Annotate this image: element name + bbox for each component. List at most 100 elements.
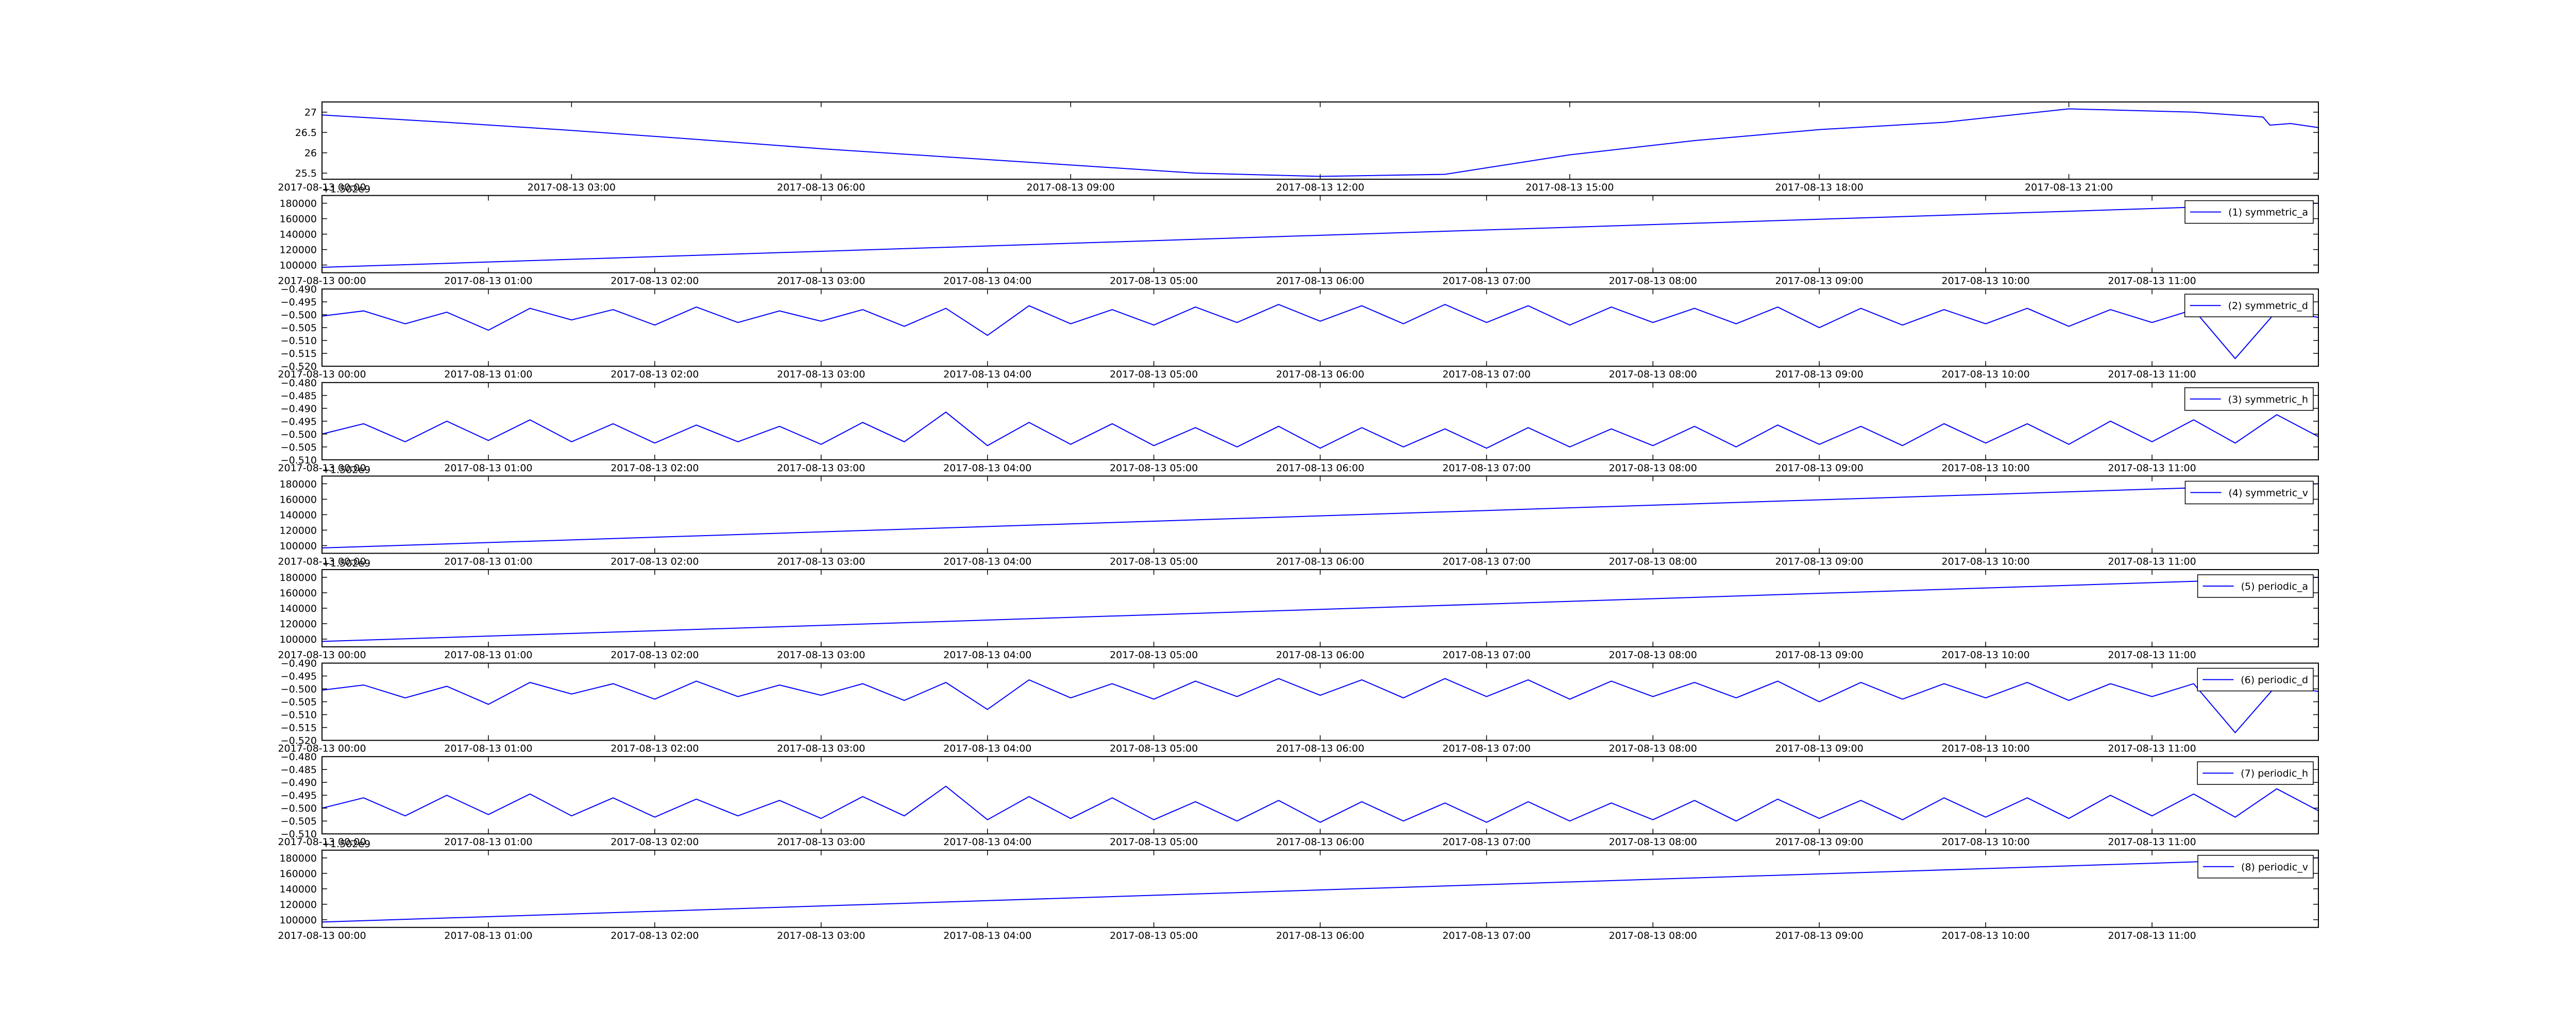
x-tick-label: 2017-08-13 09:00 xyxy=(1775,462,1863,474)
x-tick-label: 2017-08-13 01:00 xyxy=(444,836,532,848)
x-tick-label: 2017-08-13 00:00 xyxy=(278,369,366,380)
x-tick-label: 2017-08-13 04:00 xyxy=(943,556,1031,567)
x-tick-label: 2017-08-13 09:00 xyxy=(1775,743,1863,754)
x-tick-label: 2017-08-13 03:00 xyxy=(777,743,865,754)
y-tick-label: 140000 xyxy=(279,603,317,614)
y-tick-label: −0.515 xyxy=(281,723,317,734)
x-tick-label: 2017-08-13 03:00 xyxy=(777,930,865,941)
axes-background xyxy=(322,195,2318,273)
y-tick-label: −0.480 xyxy=(281,377,317,389)
y-tick-label: −0.485 xyxy=(281,764,317,776)
x-tick-label: 2017-08-13 01:00 xyxy=(444,276,532,287)
y-tick-label: 120000 xyxy=(279,525,317,536)
y-tick-label: 160000 xyxy=(279,868,317,880)
axes-background xyxy=(322,476,2318,554)
y-tick-label: 160000 xyxy=(279,494,317,505)
x-tick-label: 2017-08-13 06:00 xyxy=(1276,462,1364,474)
plot-area xyxy=(322,857,2318,923)
subplot: −0.480−0.485−0.490 −0.495 −0.500 −0.505 −0.5… xyxy=(278,751,2319,848)
x-tick-label: 2017-08-13 08:00 xyxy=(1609,649,1697,661)
x-tick-label: 2017-08-13 10:00 xyxy=(1942,649,2030,661)
y-tick-label: −0.510 xyxy=(281,829,317,840)
y-tick-label: 100000 xyxy=(279,540,317,552)
x-tick-label: 2017-08-13 00:00 xyxy=(278,930,366,941)
y-tick-label: −0.495 xyxy=(281,671,317,682)
x-tick-label: 2017-08-13 09:00 xyxy=(1775,649,1863,661)
x-tick-label: 2017-08-13 09:00 xyxy=(1775,556,1863,567)
y-tick-label: 120000 xyxy=(279,619,317,630)
y-tick-label: −0.510 xyxy=(281,335,317,347)
x-tick-label: 2017-08-13 03:00 xyxy=(528,182,616,193)
x-tick-label: 2017-08-13 07:00 xyxy=(1443,930,1531,941)
legend-label: (3) symmetric_h xyxy=(2228,394,2308,405)
y-tick-label: 140000 xyxy=(279,509,317,521)
legend-label: (6) periodic_d xyxy=(2241,675,2308,686)
x-tick-label: 2017-08-13 08:00 xyxy=(1609,369,1697,380)
y-tick-label: 180000 xyxy=(279,853,317,864)
legend: (1) symmetric_a xyxy=(2184,200,2314,224)
plot-area xyxy=(322,304,2318,359)
x-tick-label: 2017-08-13 05:00 xyxy=(1110,369,1198,380)
x-tick-label: 2017-08-13 05:00 xyxy=(1110,649,1198,661)
x-tick-label: 2017-08-13 04:00 xyxy=(943,462,1031,474)
offset-text: +1.502e9 xyxy=(322,464,370,475)
x-tick-label: 2017-08-13 06:00 xyxy=(1276,276,1364,287)
plot-area xyxy=(322,577,2318,642)
y-tick-label: −0.485 xyxy=(281,390,317,402)
axes-background xyxy=(322,382,2318,460)
y-tick-label: 180000 xyxy=(279,572,317,583)
x-tick-label: 2017-08-13 21:00 xyxy=(2025,182,2113,193)
legend-label: (5) periodic_a xyxy=(2241,581,2308,592)
plot-area xyxy=(322,108,2318,177)
x-tick-label: 2017-08-13 02:00 xyxy=(611,930,699,941)
data-line xyxy=(322,785,2318,823)
x-tick-label: 2017-08-13 04:00 xyxy=(943,743,1031,754)
y-tick-label: 100000 xyxy=(279,915,317,926)
legend: (7) periodic_h xyxy=(2197,761,2314,785)
x-tick-label: 2017-08-13 04:00 xyxy=(943,649,1031,661)
x-tick-label: 2017-08-13 06:00 xyxy=(1276,649,1364,661)
x-tick-label: 2017-08-13 02:00 xyxy=(611,556,699,567)
x-tick-label: 2017-08-13 00:00 xyxy=(278,649,366,661)
x-tick-label: 2017-08-13 08:00 xyxy=(1609,462,1697,474)
x-tick-label: 2017-08-13 10:00 xyxy=(1942,276,2030,287)
y-tick-label: 100000 xyxy=(279,634,317,645)
y-tick-label: 120000 xyxy=(279,245,317,256)
offset-text: +1.502e9 xyxy=(322,838,370,850)
y-tick-label: 26.5 xyxy=(295,127,317,139)
x-tick-label: 2017-08-13 06:00 xyxy=(1276,743,1364,754)
y-tick-label: 25.5 xyxy=(295,168,317,179)
legend-label: (2) symmetric_d xyxy=(2228,300,2308,312)
subplot: 100000 120000 140000 160000 180000 2017-08-13… xyxy=(278,464,2319,567)
legend-label: (4) symmetric_v xyxy=(2228,487,2308,499)
x-tick-label: 2017-08-13 05:00 xyxy=(1110,462,1198,474)
legend: (5) periodic_a xyxy=(2197,574,2314,598)
data-line xyxy=(322,304,2318,359)
axes-background xyxy=(322,289,2318,367)
x-tick-label: 2017-08-13 03:00 xyxy=(777,556,865,567)
x-tick-label: 2017-08-13 06:00 xyxy=(1276,930,1364,941)
axes-background xyxy=(322,102,2318,179)
y-tick-label: −0.495 xyxy=(281,297,317,308)
x-tick-label: 2017-08-13 05:00 xyxy=(1110,276,1198,287)
x-tick-label: 2017-08-13 06:00 xyxy=(777,182,865,193)
x-tick-label: 2017-08-13 04:00 xyxy=(943,369,1031,380)
y-tick-label: −0.500 xyxy=(281,429,317,440)
x-tick-label: 2017-08-13 08:00 xyxy=(1609,930,1697,941)
x-tick-label: 2017-08-13 00:00 xyxy=(278,462,366,474)
subplot: 100000 120000 140000 160000 180000 2017-08-13… xyxy=(278,184,2319,287)
y-tick-label: −0.515 xyxy=(281,348,317,359)
x-tick-label: 2017-08-13 02:00 xyxy=(611,276,699,287)
y-tick-label: −0.505 xyxy=(281,442,317,453)
x-tick-label: 2017-08-13 11:00 xyxy=(2108,649,2196,661)
data-line xyxy=(322,202,2318,268)
plot-area xyxy=(322,678,2318,734)
x-tick-label: 2017-08-13 10:00 xyxy=(1942,556,2030,567)
y-tick-label: −0.520 xyxy=(281,735,317,747)
x-tick-label: 2017-08-13 03:00 xyxy=(777,649,865,661)
x-tick-label: 2017-08-13 11:00 xyxy=(2108,462,2196,474)
data-line xyxy=(322,857,2318,923)
legend: (8) periodic_v xyxy=(2197,855,2314,879)
